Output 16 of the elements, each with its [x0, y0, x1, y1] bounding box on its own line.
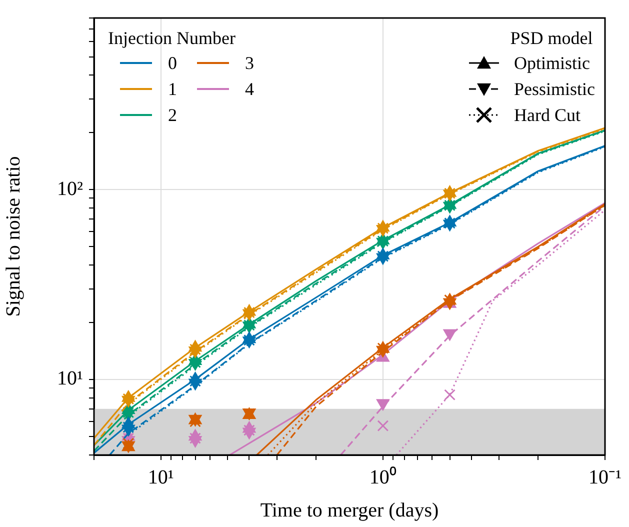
y-axis-title: Signal to noise ratio — [2, 156, 24, 317]
y-tick-label: 10² — [57, 178, 83, 200]
legend-title: Injection Number — [108, 27, 236, 50]
x-tick-label: 10⁰ — [369, 465, 396, 488]
annotation: PSD model — [509, 27, 594, 50]
x-axis-title: Time to merger (days) — [260, 499, 439, 522]
annotation: Hard Cut — [514, 104, 580, 127]
legend-label: 2 — [168, 104, 177, 127]
x-tick-label: 10¹ — [148, 466, 174, 488]
legend-label: 0 — [168, 52, 177, 75]
legend-label: 3 — [245, 52, 254, 75]
legend-label: 4 — [245, 78, 254, 101]
x-tick-label: 10⁻¹ — [588, 466, 622, 488]
annotation: Optimistic — [514, 52, 590, 75]
annotation: Pessimistic — [514, 78, 595, 101]
legend-label: 1 — [168, 78, 177, 101]
